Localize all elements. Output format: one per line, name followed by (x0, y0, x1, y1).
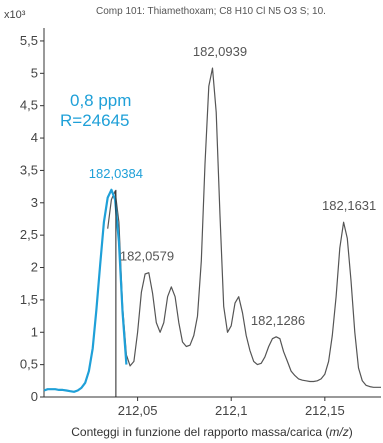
x-tick-label: 212,1 (215, 403, 248, 418)
labels-layer: 182,0384 182,0579 182,0939 182,1286 182,1631 (89, 44, 377, 328)
chart-title: Comp 101: Thiamethoxam; C8 H10 Cl N5 O3 … (96, 6, 326, 17)
x-axis-label-unit: m/z (329, 425, 348, 439)
y-tick-label: 2,5 (20, 227, 38, 242)
y-tick-label: 4,5 (20, 98, 38, 113)
peak-label: 182,0579 (120, 249, 174, 264)
x-axis-label-text: Conteggi in funzione del rapporto massa/… (71, 425, 329, 439)
y-tick-label: 0 (31, 389, 38, 404)
y-tick-label: 5,5 (20, 33, 38, 48)
y-tick-label: 1,5 (20, 292, 38, 307)
y-tick-label: 4 (31, 130, 38, 145)
annotation-resolution: R=24645 (60, 111, 129, 130)
axes-layer: 0 0,5 1 1,5 2 2,5 3 3,5 4 4,5 5 5,5 212,05 212,1 212,1… (20, 28, 381, 418)
y-tick-label: 0,5 (20, 357, 38, 372)
peak-label: 182,0384 (89, 166, 143, 181)
y-tick-label: 3 (31, 195, 38, 210)
x-tick-label: 212,15 (305, 403, 345, 418)
y-tick-label: 5 (31, 65, 38, 80)
x-axis-label: Conteggi in funzione del rapporto massa/… (71, 425, 352, 439)
y-tick-label: 1 (31, 324, 38, 339)
measured-spectrum-trace (108, 68, 381, 387)
x-axis-label-close: ) (349, 425, 353, 439)
x-tick-label: 212,05 (118, 403, 158, 418)
y-exponent-label: x10³ (4, 9, 26, 21)
calculated-isotope-trace (44, 190, 126, 392)
annotation-ppm: 0,8 ppm (70, 91, 131, 110)
peak-label: 182,1286 (251, 313, 305, 328)
y-tick-label: 3,5 (20, 162, 38, 177)
y-tick-label: 2 (31, 260, 38, 275)
peak-label: 182,1631 (322, 198, 376, 213)
peak-label: 182,0939 (193, 44, 247, 59)
